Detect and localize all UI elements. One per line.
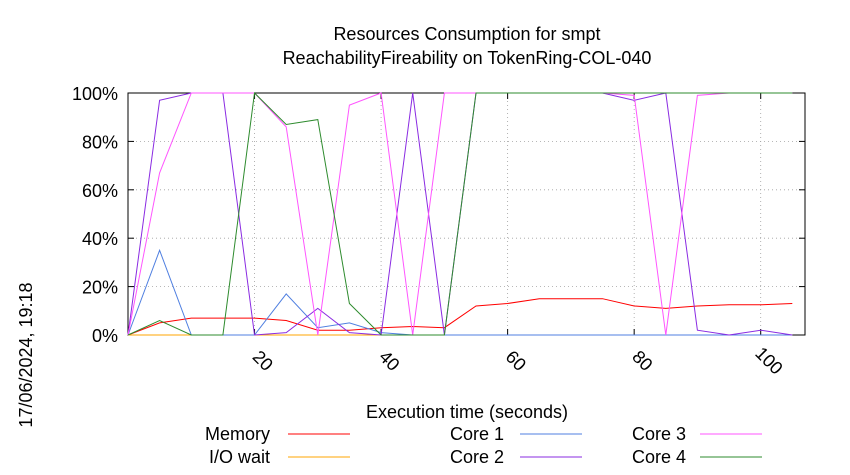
x-tick-label: 40 bbox=[375, 347, 403, 375]
y-tick-label: 100% bbox=[72, 84, 118, 104]
chart-title: Resources Consumption for smpt bbox=[333, 24, 600, 44]
x-tick-label: 100 bbox=[751, 343, 786, 378]
y-tick-label: 80% bbox=[82, 132, 118, 152]
x-axis-ticks: 20 40 60 80 100 bbox=[249, 93, 787, 378]
plot-frame bbox=[127, 92, 806, 336]
grid-lines bbox=[128, 92, 805, 336]
series-memory-line bbox=[127, 298, 793, 336]
legend-label-core-3: Core 3 bbox=[632, 424, 686, 444]
series-core-3-line bbox=[127, 92, 793, 336]
x-axis-label: Execution time (seconds) bbox=[366, 402, 568, 422]
y-tick-label: 20% bbox=[82, 278, 118, 298]
legend-label-core-2: Core 2 bbox=[450, 447, 504, 467]
legend: Memory I/O wait Core 1 Core 2 Core 3 Core 4 bbox=[205, 424, 762, 467]
legend-label-core-1: Core 1 bbox=[450, 424, 504, 444]
y-tick-label: 60% bbox=[82, 181, 118, 201]
y-axis-ticks: 0% 20% 40% 60% 80% 100% bbox=[72, 84, 805, 346]
series-lines bbox=[127, 91, 793, 336]
x-tick-label: 60 bbox=[502, 347, 530, 375]
series-core-1-line bbox=[127, 248, 793, 336]
y-tick-label: 0% bbox=[92, 326, 118, 346]
legend-label-memory: Memory bbox=[205, 424, 270, 444]
chart-subtitle: ReachabilityFireability on TokenRing-COL… bbox=[283, 48, 652, 68]
x-tick-label: 80 bbox=[628, 347, 656, 375]
legend-label-core-4: Core 4 bbox=[632, 447, 686, 467]
y-tick-label: 40% bbox=[82, 229, 118, 249]
x-tick-label: 20 bbox=[249, 347, 277, 375]
timestamp-label: 17/06/2024, 19:18 bbox=[16, 282, 36, 427]
series-core-4-line bbox=[127, 91, 793, 336]
legend-label-i-o-wait: I/O wait bbox=[209, 447, 270, 467]
